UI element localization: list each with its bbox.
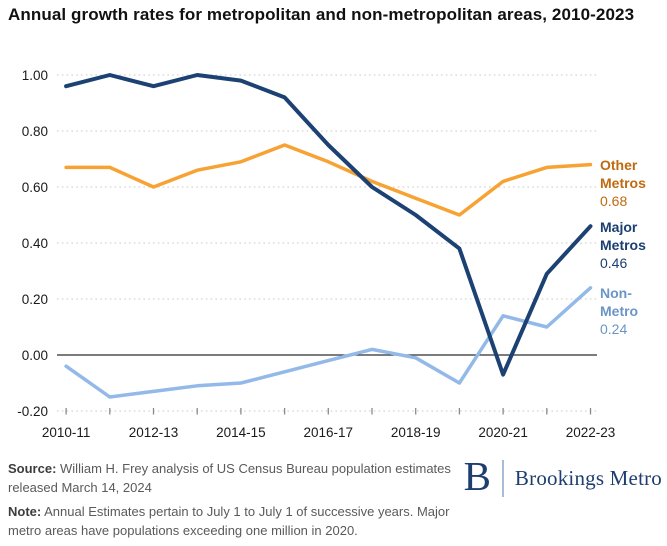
note-label: Note: [8,504,42,519]
y-tick-label: 0.60 [22,180,48,195]
x-tick-label: 2010-11 [42,425,91,440]
legend-label: Metro [600,303,639,319]
y-tick-label: 0.00 [22,348,48,363]
series-line-major-metros [64,73,593,377]
x-tick-label: 2014-15 [216,425,266,440]
source-label: Source: [8,461,57,476]
y-tick-label: -0.20 [17,404,48,419]
legend-value: 0.46 [600,255,628,271]
chart-title: Annual growth rates for metropolitan and… [8,5,635,24]
brookings-b-icon: B [463,453,491,499]
legend-label: Major [600,219,638,235]
brookings-wordmark: Brookings Metro [514,465,662,490]
legend-entry: Other Metros 0.68 [600,156,666,210]
source-text: William H. Frey analysis of US Census Bu… [8,461,451,495]
legend-value: 0.68 [600,193,628,209]
brookings-logo: B Brookings Metro [464,456,662,500]
series-line-non-metro [64,286,593,399]
legend-label: Metros [600,175,646,191]
y-tick-label: 1.00 [22,68,48,83]
series-line-other-metros [64,143,593,217]
x-tick-label: 2016-17 [304,425,354,440]
legend-entry: Non- Metro 0.24 [600,284,666,338]
x-tick-label: 2012-13 [129,425,179,440]
x-tick-label: 2020-21 [478,425,528,440]
growth-chart: 1.00 0.80 0.60 0.40 0.20 0.00 -0.20 2010-11 2012… [17,68,616,440]
legend-label: Other [600,157,638,173]
legend-entry: Major Metros 0.46 [600,218,666,272]
y-tick-label: 0.40 [22,236,48,251]
y-tick-label: 0.80 [22,124,48,139]
logo-divider [501,459,504,497]
legend-label: Metros [600,237,646,253]
note-text: Annual Estimates pertain to July 1 to Ju… [8,504,450,538]
x-tick-label: 2018-19 [391,425,441,440]
legend-label: Non- [600,285,632,301]
y-tick-label: 0.20 [22,292,48,307]
method-note: Note: Annual Estimates pertain to July 1… [8,502,474,540]
x-tick-label: 2022-23 [566,425,616,440]
legend-value: 0.24 [600,321,628,337]
source-note: Source: William H. Frey analysis of US C… [8,459,474,497]
